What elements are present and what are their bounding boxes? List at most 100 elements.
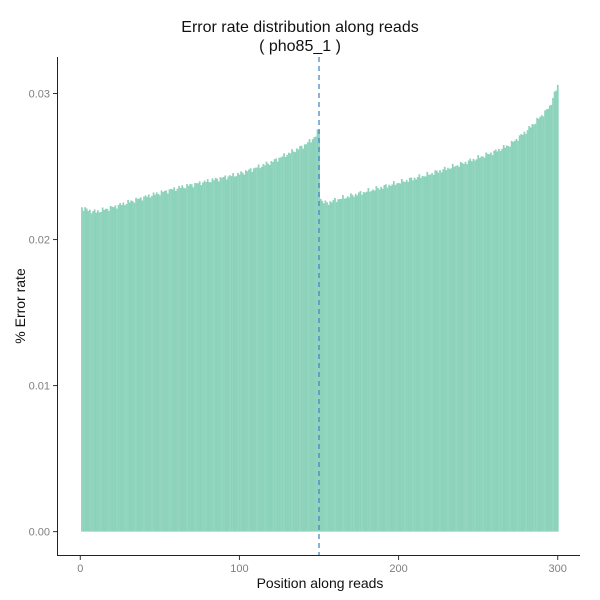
- error-rate-bar: [343, 198, 346, 532]
- error-rate-bar: [351, 194, 354, 532]
- error-rate-bar: [206, 179, 209, 532]
- error-rate-bar: [386, 187, 389, 532]
- error-rate-bar: [509, 146, 511, 532]
- error-rate-bar: [544, 110, 546, 532]
- chart-subtitle: ( pho85_1 ): [259, 38, 341, 55]
- error-rate-bar: [268, 165, 271, 532]
- error-rate-bar: [92, 211, 94, 532]
- error-rate-bar: [365, 191, 368, 532]
- error-rate-bar: [81, 207, 83, 532]
- error-rate-bar: [531, 124, 534, 532]
- error-rate-bar: [216, 178, 219, 532]
- error-rate-bar: [507, 146, 510, 532]
- error-rate-bar: [415, 179, 418, 532]
- error-rate-bar: [496, 151, 499, 532]
- error-rate-bar: [359, 191, 362, 532]
- error-rate-bar: [249, 168, 252, 532]
- error-rate-bar: [346, 196, 349, 532]
- error-rate-bar: [526, 130, 529, 532]
- error-rate-bar: [402, 181, 405, 532]
- error-rate-bar: [329, 201, 332, 532]
- error-rate-bar: [264, 165, 266, 532]
- error-rate-bar: [152, 192, 155, 532]
- error-rate-bar: [373, 190, 376, 532]
- error-rate-bar: [440, 172, 443, 532]
- error-rate-bar: [202, 182, 204, 532]
- error-rate-bar: [124, 205, 126, 532]
- error-rate-bar: [130, 200, 133, 532]
- error-rate-bar: [552, 97, 554, 532]
- error-rate-bar: [356, 195, 359, 532]
- error-rate-bar: [221, 177, 223, 532]
- error-rate-bar: [316, 129, 319, 532]
- y-axis-title: % Error rate: [12, 268, 28, 344]
- error-rate-bar: [408, 177, 411, 532]
- error-rate-bar: [337, 199, 340, 532]
- error-rate-bar: [547, 108, 550, 532]
- error-rate-bar: [203, 180, 206, 532]
- error-rate-bar: [435, 170, 438, 532]
- error-rate-bar: [377, 188, 379, 532]
- error-rate-bar: [224, 175, 227, 532]
- error-rate-bar: [157, 194, 160, 532]
- error-rate-bar: [310, 142, 312, 532]
- error-rate-bar: [338, 199, 341, 532]
- error-rate-bar: [208, 182, 211, 532]
- error-rate-bar: [273, 159, 276, 532]
- error-rate-bar: [155, 192, 158, 532]
- error-rate-bar: [515, 138, 518, 532]
- x-tick-label: 200: [389, 563, 407, 575]
- error-rate-bar: [243, 174, 246, 532]
- error-rate-bar: [154, 194, 157, 532]
- error-rate-bar: [135, 197, 137, 532]
- error-rate-bar: [442, 169, 445, 532]
- error-rate-bar: [534, 123, 537, 532]
- error-rate-bar: [326, 202, 328, 532]
- error-rate-bar: [537, 118, 540, 532]
- error-rate-bar: [485, 152, 488, 532]
- error-rate-bar: [428, 174, 430, 532]
- error-rate-bar: [553, 91, 556, 532]
- error-rate-bar: [295, 148, 298, 532]
- error-rate-bar: [555, 90, 558, 532]
- x-tick-label: 0: [77, 563, 83, 575]
- y-tick-label: 0.01: [29, 381, 50, 393]
- error-rate-bar: [100, 212, 102, 532]
- error-rate-bar: [119, 203, 122, 532]
- error-rate-bar: [475, 159, 478, 532]
- error-rate-bar: [292, 151, 295, 532]
- error-rate-bar: [197, 183, 199, 532]
- error-rate-bar: [407, 181, 410, 532]
- error-rate-bar: [82, 210, 85, 532]
- error-rate-bar: [412, 180, 414, 532]
- error-rate-bar: [184, 188, 187, 532]
- error-rate-bar: [125, 204, 128, 532]
- error-rate-bar: [173, 187, 176, 532]
- error-rate-bar: [499, 150, 502, 532]
- error-rate-bar: [238, 174, 241, 532]
- error-rate-bar: [483, 157, 486, 532]
- chart-title: Error rate distribution along reads: [181, 19, 419, 36]
- error-rate-bar: [307, 142, 309, 532]
- error-rate-bar: [523, 131, 526, 532]
- error-rate-bar: [294, 152, 297, 532]
- error-rate-bar: [385, 184, 387, 532]
- error-rate-bar: [300, 145, 303, 532]
- error-rate-bar: [324, 200, 327, 532]
- error-rate-bar: [426, 171, 429, 532]
- error-rate-bar: [159, 195, 161, 532]
- error-rate-bar: [95, 212, 98, 532]
- error-rate-bar: [453, 166, 456, 532]
- error-rate-bar: [501, 148, 503, 532]
- error-rate-bar: [241, 172, 244, 532]
- error-rate-bar: [127, 200, 129, 532]
- error-rate-bar: [89, 209, 91, 532]
- error-rate-bar: [482, 156, 484, 532]
- error-rate-bar: [109, 206, 112, 532]
- error-rate-bar: [520, 134, 523, 532]
- error-rate-bar: [179, 187, 182, 532]
- error-rate-bar: [461, 162, 464, 532]
- error-rate-bar: [353, 196, 355, 532]
- error-rate-bar: [149, 197, 152, 532]
- error-rate-bar: [151, 195, 153, 532]
